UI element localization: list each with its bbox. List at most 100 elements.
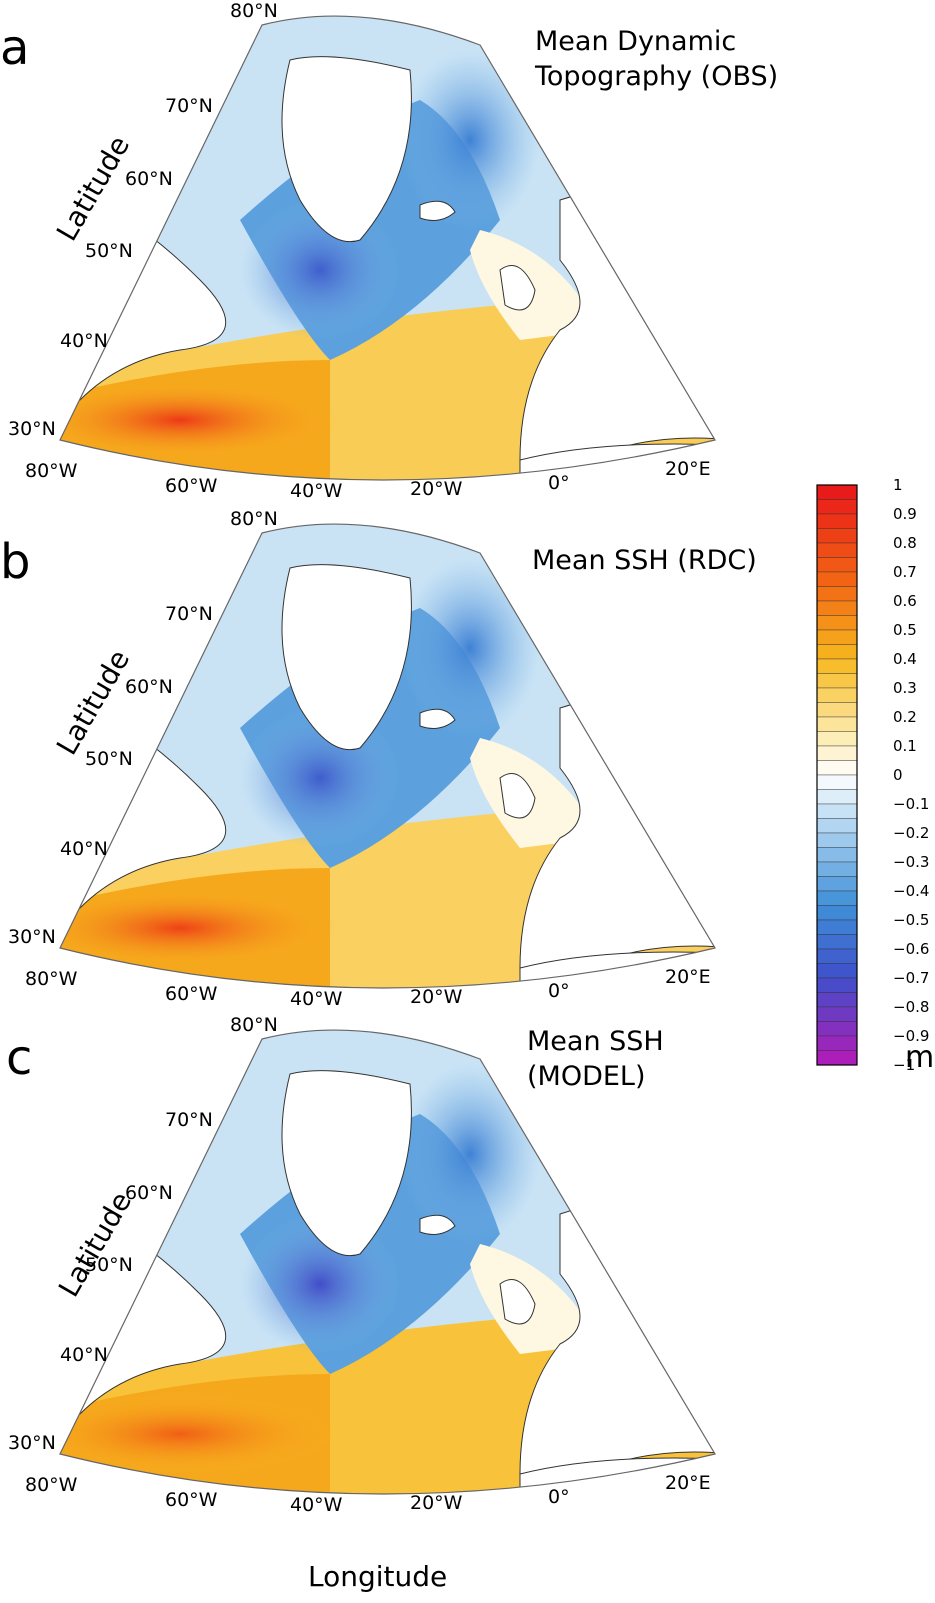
latitude-label: 80°N: [230, 1014, 278, 1036]
colorbar-tick-label: 0.5: [893, 621, 917, 639]
colorbar-step: [816, 542, 858, 558]
latitude-label: 40°N: [60, 838, 108, 860]
colorbar-step: [816, 934, 858, 950]
colorbar-tick-label: 0.4: [893, 650, 917, 668]
latitude-label: 60°N: [125, 676, 173, 698]
colorbar-step: [816, 716, 858, 732]
colorbar-step: [816, 687, 858, 703]
colorbar-step: [816, 963, 858, 979]
colorbar-step: [816, 528, 858, 544]
colorbar-frame: [816, 484, 858, 1066]
greenland-land: [281, 564, 412, 751]
longitude-label: 40°W: [290, 988, 343, 1010]
colorbar-step: [816, 1006, 858, 1022]
iceland-land: [419, 200, 456, 221]
colorbar-step: [816, 586, 858, 602]
longitude-label: 80°W: [25, 968, 78, 990]
longitude-label: 60°W: [165, 475, 218, 497]
map-panel-b: b Mean SSH (RDC) Latitude 80°N 70°N 60°N 50…: [0, 508, 780, 1010]
longitude-label: 20°E: [665, 966, 711, 988]
gulf-stream: [60, 888, 340, 968]
colorbar-step: [816, 948, 858, 964]
colorbar-step: [816, 760, 858, 776]
panel-title: Mean SSH (RDC): [532, 545, 757, 576]
map-frame: [59, 523, 716, 989]
latitude-label: 50°N: [85, 748, 133, 770]
x-axis-title: Longitude: [308, 1560, 448, 1593]
latitude-label: 40°N: [60, 1344, 108, 1366]
latitude-label: 30°N: [8, 1432, 56, 1454]
colorbar-tick-label: −0.9: [893, 1027, 930, 1045]
colorbar-step: [816, 513, 858, 529]
british-isles-land: [499, 265, 536, 311]
map-panel-a: a Mean Dynamic Topography (OBS) Latitude…: [0, 0, 780, 502]
colorbar-step: [816, 629, 858, 645]
latitude-label: 80°N: [230, 508, 278, 530]
colorbar-step: [816, 731, 858, 747]
latitude-label: 40°N: [60, 330, 108, 352]
colorbar-step: [816, 818, 858, 834]
colorbar-step: [816, 919, 858, 935]
colorbar-tick-label: −0.8: [893, 998, 930, 1016]
panel-label: b: [0, 534, 31, 590]
colorbar-unit: m: [905, 1040, 935, 1075]
map-canvas: [59, 15, 716, 481]
colorbar-tick-label: 0: [893, 766, 903, 784]
longitude-label: 0°: [548, 1486, 570, 1508]
colorbar-tick-label: −0.4: [893, 882, 930, 900]
longitude-label: 20°W: [410, 1492, 463, 1514]
latitude-label: 80°N: [230, 0, 278, 22]
nordic-seas: [400, 558, 540, 738]
colorbar-tick-label: 0.7: [893, 563, 917, 581]
colorbar-tick-label: −0.5: [893, 911, 930, 929]
colorbar-tick-label: −0.3: [893, 853, 930, 871]
greenland-land: [281, 56, 412, 243]
latitude-label: 30°N: [8, 926, 56, 948]
colorbar-step: [816, 615, 858, 631]
longitude-label: 20°W: [410, 478, 463, 500]
longitude-label: 80°W: [25, 460, 78, 482]
panel-label: a: [0, 20, 30, 76]
colorbar-step: [816, 600, 858, 616]
colorbar-step: [816, 1021, 858, 1037]
colorbar-scale: [816, 484, 858, 1066]
map-canvas: [59, 1029, 716, 1495]
longitude-label: 80°W: [25, 1474, 78, 1496]
colorbar-step: [816, 557, 858, 573]
transition-zone: [470, 230, 600, 340]
transition-zone: [470, 738, 600, 848]
latitude-label: 70°N: [165, 603, 213, 625]
latitude-label: 50°N: [85, 240, 133, 262]
colorbar-step: [816, 702, 858, 718]
panel-title: Mean SSH (MODEL): [527, 1026, 664, 1093]
greenland-land: [281, 1070, 412, 1257]
longitude-label: 20°E: [665, 458, 711, 480]
colorbar-tick-label: 1: [893, 476, 903, 494]
colorbar-step: [816, 1050, 858, 1066]
colorbar-tick-label: 0.8: [893, 534, 917, 552]
colorbar-step: [816, 789, 858, 805]
colorbar-tick-label: −0.6: [893, 940, 930, 958]
panel-label: c: [6, 1030, 33, 1086]
map-panel-c: c Mean SSH (MODEL) Latitude 80°N 70°N 60°N…: [0, 1014, 780, 1516]
latitude-label: 30°N: [8, 418, 56, 440]
colorbar-step: [816, 745, 858, 761]
colorbar-step: [816, 1035, 858, 1051]
gulf-stream: [60, 380, 340, 460]
british-isles-land: [499, 773, 536, 819]
british-isles-land: [499, 1279, 536, 1325]
latitude-label: 70°N: [165, 95, 213, 117]
colorbar-tick-label: −0.1: [893, 795, 930, 813]
colorbar-step: [816, 847, 858, 863]
colorbar-step: [816, 499, 858, 515]
colorbar-tick-label: −0.2: [893, 824, 930, 842]
longitude-label: 0°: [548, 980, 570, 1002]
colorbar-step: [816, 992, 858, 1008]
map-frame: [59, 1029, 716, 1495]
colorbar-tick-label: 0.1: [893, 737, 917, 755]
map-frame: [59, 15, 716, 481]
colorbar-step: [816, 876, 858, 892]
longitude-label: 60°W: [165, 1489, 218, 1511]
colorbar-step: [816, 861, 858, 877]
nordic-seas: [400, 50, 540, 230]
